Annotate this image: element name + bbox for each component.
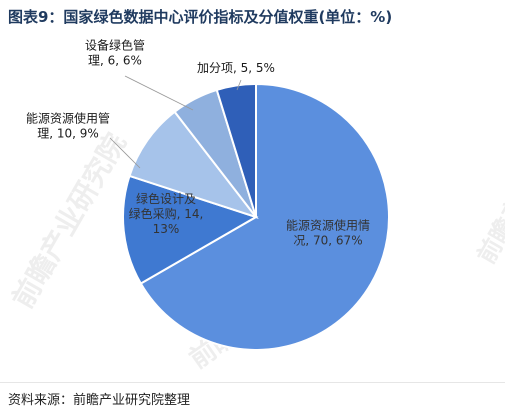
data-label-line: 能源资源使用情 bbox=[286, 218, 370, 233]
data-label-line: 绿色采购, 14, bbox=[129, 206, 204, 221]
data-label-line: 能源资源使用管 bbox=[26, 111, 110, 126]
data-label-5: 加分项, 5, 5% bbox=[197, 61, 275, 75]
leader-line-5 bbox=[236, 79, 242, 91]
pie-slice-3 bbox=[128, 110, 259, 219]
data-label-line: 绿色设计及 bbox=[136, 191, 196, 206]
data-label-1: 能源资源使用情况, 70, 67% bbox=[286, 218, 370, 248]
data-label-3: 能源资源使用管理, 10, 9% bbox=[26, 111, 110, 141]
data-label-line: 设备绿色管 bbox=[85, 38, 145, 53]
pie-slice-1 bbox=[139, 82, 390, 351]
data-label-4: 设备绿色管理, 6, 6% bbox=[85, 38, 145, 68]
pie-slice-2 bbox=[122, 174, 259, 285]
leader-line-3 bbox=[109, 137, 141, 169]
data-label-line: 13% bbox=[153, 222, 180, 236]
chart-title: 图表9：国家绿色数据中心评价指标及分值权重(单位：%) bbox=[8, 8, 393, 26]
footer-divider bbox=[0, 382, 505, 383]
data-label-line: 理, 10, 9% bbox=[37, 127, 99, 141]
data-label-line: 加分项, 5, 5% bbox=[197, 61, 275, 75]
data-label-line: 理, 6, 6% bbox=[88, 54, 142, 68]
data-label-2: 绿色设计及绿色采购, 14, 13% bbox=[129, 191, 204, 236]
source-note: 资料来源：前瞻产业研究院整理 bbox=[8, 393, 191, 408]
leader-line-4 bbox=[124, 75, 194, 111]
pie-slice-5 bbox=[215, 82, 257, 218]
data-label-line: 况, 70, 67% bbox=[293, 234, 362, 248]
